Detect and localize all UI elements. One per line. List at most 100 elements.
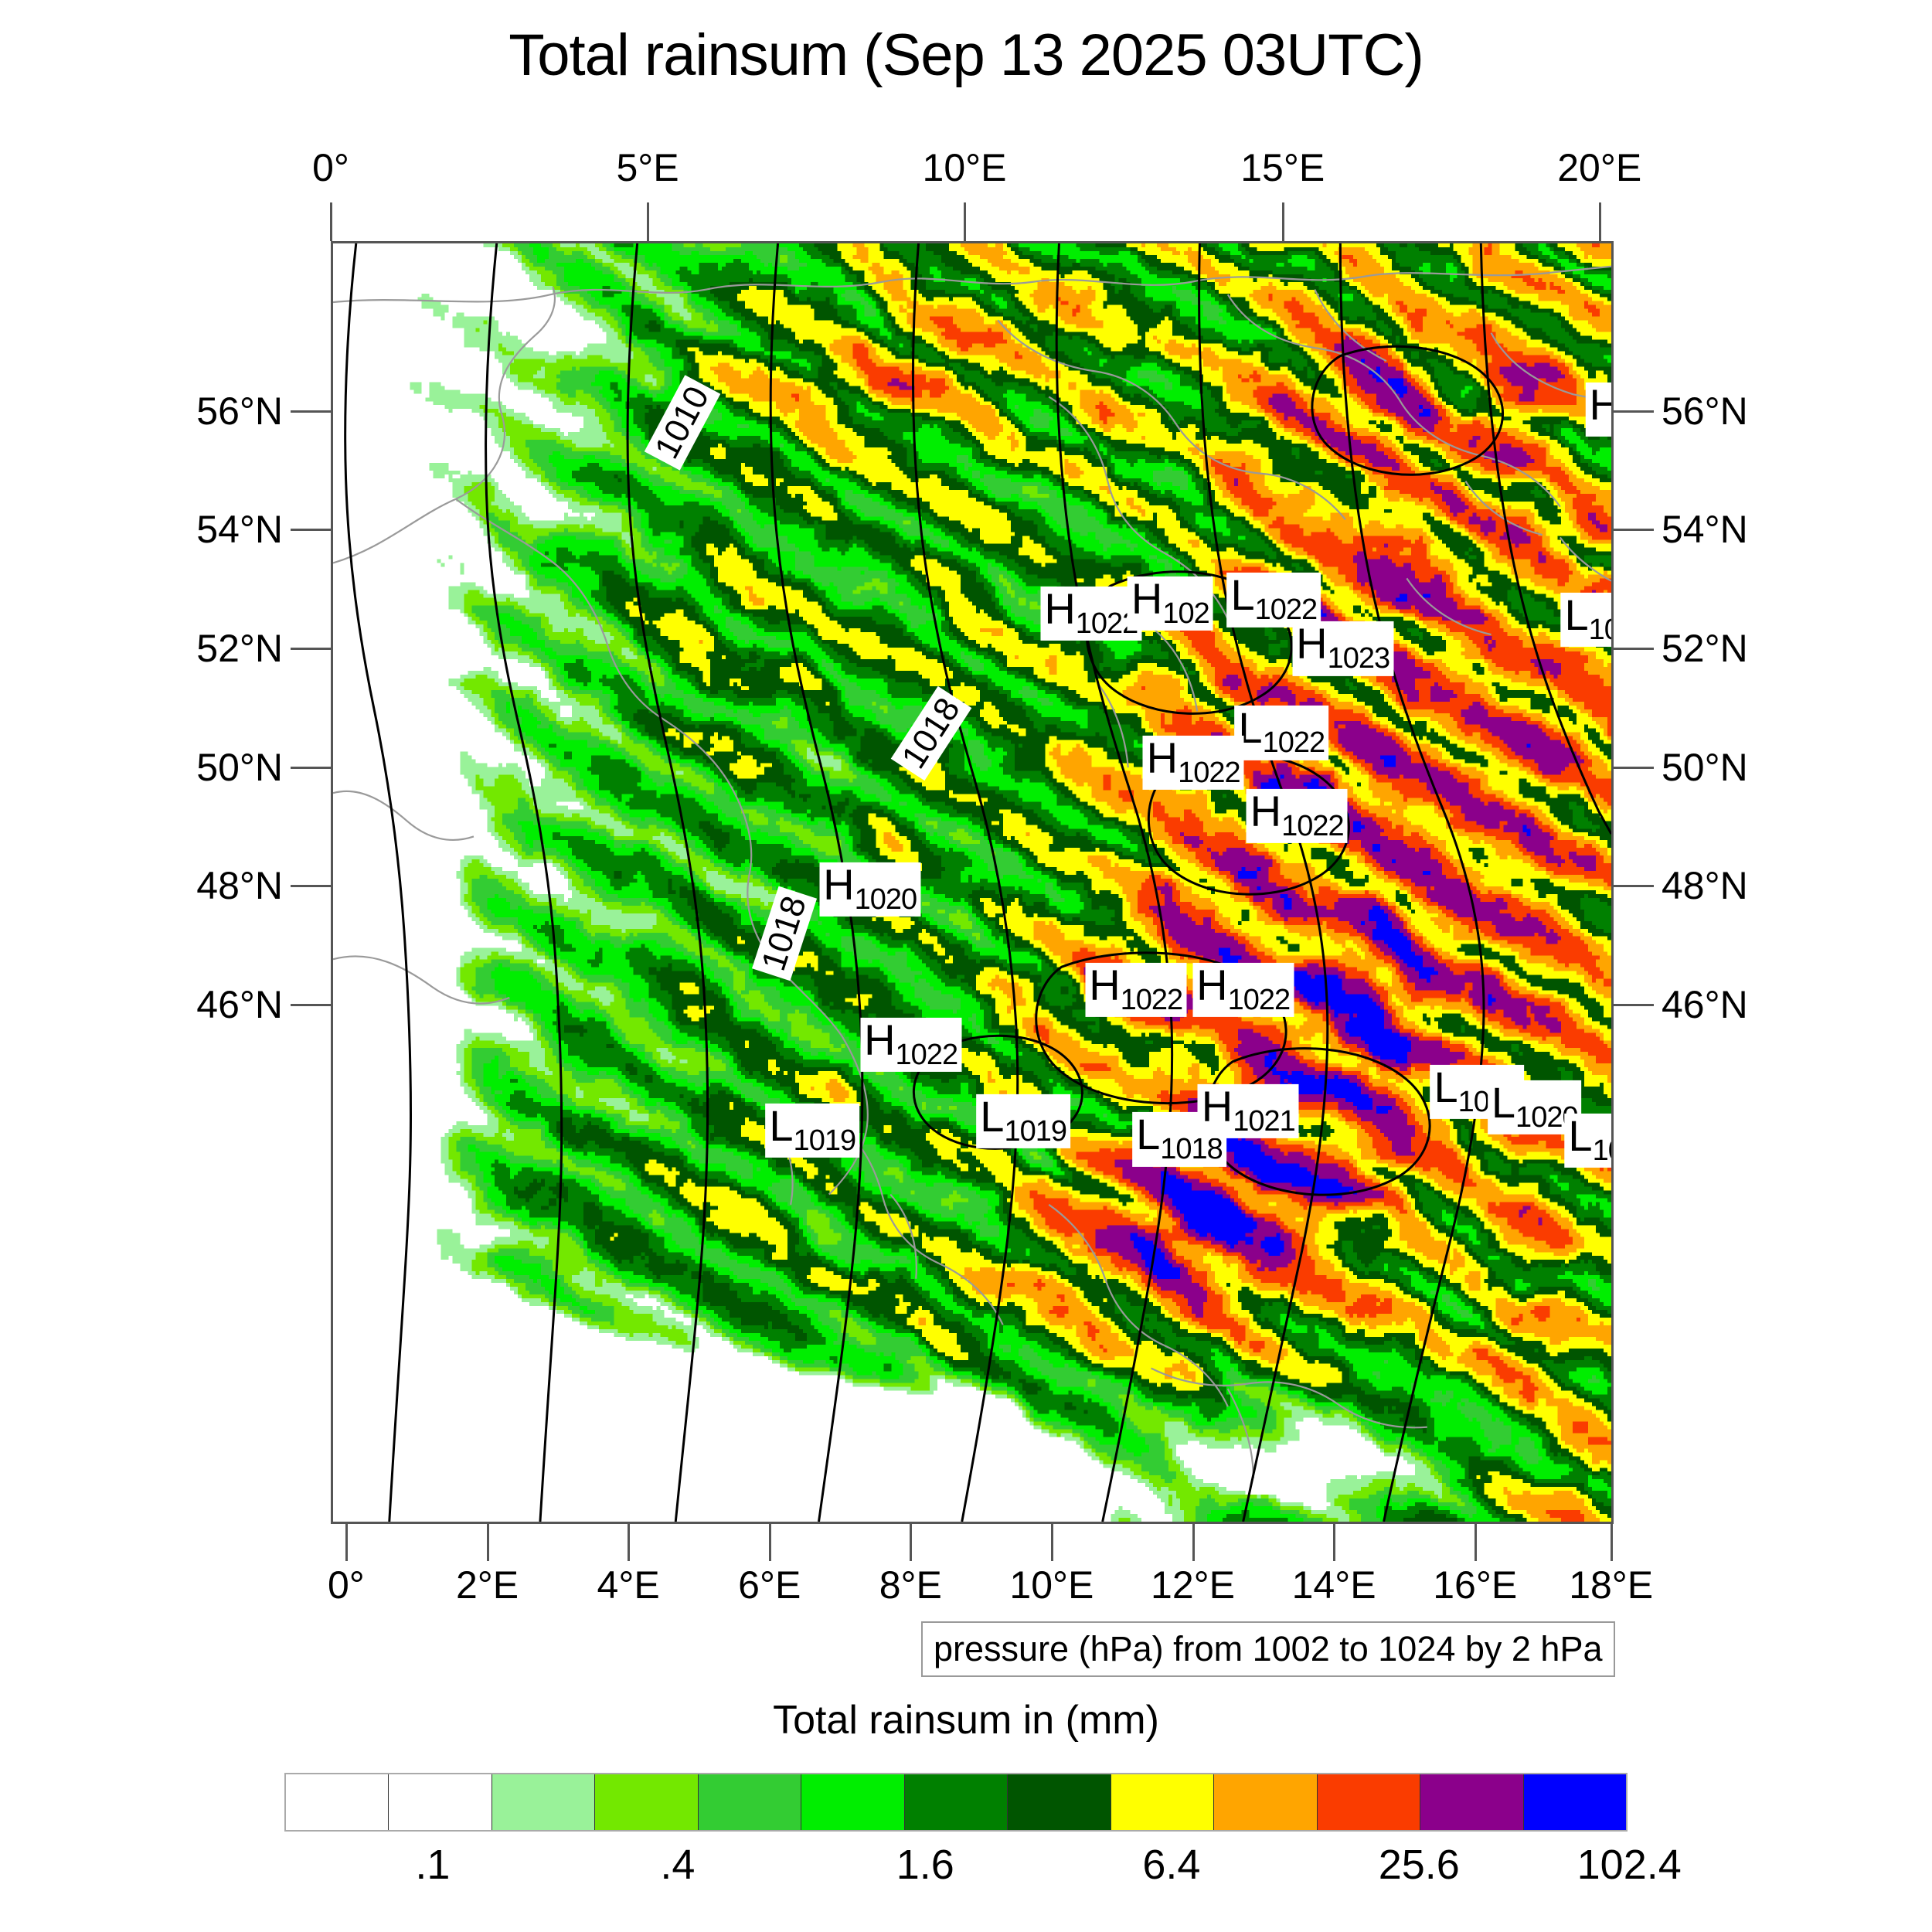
axis-top-tick bbox=[330, 202, 332, 241]
axis-bottom-label: 10°E bbox=[1009, 1563, 1094, 1607]
colorbar[interactable] bbox=[284, 1773, 1628, 1832]
axis-bottom-label: 16°E bbox=[1433, 1563, 1518, 1607]
axis-bottom-tick bbox=[1192, 1524, 1195, 1561]
pressure-low-marker: L1022 bbox=[1226, 573, 1321, 628]
pressure-marker-kind: H bbox=[864, 1015, 896, 1064]
colorbar-segment[interactable] bbox=[1008, 1774, 1111, 1830]
pressure-marker-value: 10 bbox=[1592, 1134, 1611, 1168]
axis-bottom-tick bbox=[486, 1524, 489, 1561]
pressure-marker-value: 1022 bbox=[895, 1039, 959, 1072]
pressure-marker-value: 102 bbox=[1162, 597, 1209, 631]
pressure-marker-value: 1021 bbox=[1233, 1105, 1296, 1138]
axis-left-label: 48°N bbox=[196, 864, 283, 908]
coastline bbox=[1315, 290, 1386, 362]
colorbar-segment[interactable] bbox=[1111, 1774, 1215, 1830]
axis-right-label: 54°N bbox=[1662, 508, 1748, 552]
pressure-marker-value: 1022 bbox=[1227, 984, 1291, 1017]
pressure-marker-kind: H bbox=[1131, 574, 1163, 623]
isobar bbox=[1056, 243, 1172, 1522]
pressure-marker-kind: L bbox=[1491, 1078, 1516, 1127]
colorbar-segment[interactable] bbox=[1420, 1774, 1524, 1830]
axis-left-label: 50°N bbox=[196, 745, 283, 789]
colorbar-segment[interactable] bbox=[904, 1774, 1009, 1830]
pressure-marker-kind: H bbox=[1044, 583, 1076, 633]
colorbar-segment[interactable] bbox=[801, 1774, 905, 1830]
colorbar-segment[interactable] bbox=[1214, 1774, 1318, 1830]
axis-right-tick bbox=[1614, 1003, 1654, 1006]
coastline bbox=[1228, 294, 1400, 400]
coastline bbox=[1560, 537, 1611, 580]
colorbar-segment[interactable] bbox=[492, 1774, 596, 1830]
colorbar-segment[interactable] bbox=[286, 1774, 389, 1830]
isobar bbox=[486, 243, 562, 1522]
pressure-high-marker: H1022 bbox=[1040, 583, 1142, 641]
isobar bbox=[1481, 243, 1611, 834]
pressure-marker-value: 10 bbox=[1588, 614, 1611, 647]
colorbar-tick-label: 1.6 bbox=[896, 1842, 954, 1888]
pressure-high-marker: H102 bbox=[1127, 574, 1213, 631]
page-title: Total rainsum (Sep 13 2025 03UTC) bbox=[509, 22, 1424, 88]
coastline bbox=[1406, 578, 1491, 634]
axis-top-tick bbox=[1281, 202, 1284, 241]
coastline bbox=[1164, 1345, 1228, 1406]
axis-bottom-tick bbox=[345, 1524, 348, 1561]
map-plot-area[interactable]: H1022 H102 L1022 H1023 L1022 H1022 H1022 H1020 H… bbox=[331, 241, 1614, 1524]
axis-bottom-label: 6°E bbox=[738, 1563, 801, 1607]
colorbar-segment[interactable] bbox=[1523, 1774, 1627, 1830]
axis-left-tick bbox=[291, 766, 331, 769]
coastline-and-isobar-overlay bbox=[333, 243, 1611, 1522]
pressure-marker-value: 1022 bbox=[1254, 594, 1318, 627]
pressure-marker-kind: H bbox=[1589, 380, 1611, 429]
pressure-marker-value: 1019 bbox=[1004, 1115, 1067, 1148]
axis-top-tick bbox=[1598, 202, 1601, 241]
axis-top-tick bbox=[647, 202, 650, 241]
colorbar-segment[interactable] bbox=[1317, 1774, 1421, 1830]
pressure-low-marker: L1019 bbox=[765, 1100, 860, 1158]
axis-bottom-tick bbox=[910, 1524, 913, 1561]
axis-bottom-tick bbox=[1050, 1524, 1053, 1561]
pressure-marker-kind: H bbox=[1146, 733, 1179, 782]
pressure-marker-value: 1022 bbox=[1281, 809, 1345, 842]
coastline bbox=[1338, 1404, 1427, 1427]
coastline bbox=[333, 287, 555, 563]
coastline bbox=[998, 320, 1177, 425]
axis-right-tick bbox=[1614, 410, 1654, 413]
coastline bbox=[1151, 627, 1198, 711]
colorbar-tick-label: .1 bbox=[415, 1842, 451, 1888]
precipitation-raster bbox=[333, 243, 1611, 1522]
coastline bbox=[939, 1264, 1003, 1325]
colorbar-tick-label: 25.6 bbox=[1378, 1842, 1460, 1888]
pressure-high-marker: H1022 bbox=[1192, 962, 1294, 1018]
axis-bottom-label: 14°E bbox=[1291, 1563, 1376, 1607]
colorbar-segment[interactable] bbox=[595, 1774, 699, 1830]
pressure-marker-kind: L bbox=[769, 1100, 794, 1150]
pressure-marker-kind: L bbox=[1564, 590, 1589, 639]
coastline bbox=[1049, 1205, 1164, 1345]
pressure-legend-box: pressure (hPa) from 1002 to 1024 by 2 hP… bbox=[921, 1621, 1615, 1677]
pressure-marker-value: 1022 bbox=[1178, 756, 1241, 789]
isobar-closed bbox=[1148, 753, 1349, 894]
colorbar-tick-label: 102.4 bbox=[1577, 1842, 1682, 1888]
colorbar-title: Total rainsum in (mm) bbox=[773, 1698, 1159, 1743]
axis-right-tick bbox=[1614, 766, 1654, 769]
axis-left-tick bbox=[291, 410, 331, 413]
axis-bottom-label: 4°E bbox=[597, 1563, 660, 1607]
axis-left-label: 46°N bbox=[196, 982, 283, 1026]
coastline bbox=[1465, 481, 1542, 535]
axis-right-tick bbox=[1614, 648, 1654, 651]
colorbar-tick-label: .4 bbox=[660, 1842, 696, 1888]
pressure-marker-kind: H bbox=[1089, 960, 1121, 1009]
colorbar-segment[interactable] bbox=[698, 1774, 802, 1830]
pressure-low-marker: L1022 bbox=[1234, 706, 1329, 760]
pressure-marker-value: 1019 bbox=[793, 1124, 857, 1157]
pressure-marker-kind: L bbox=[980, 1092, 1005, 1141]
isobar-closed bbox=[1312, 346, 1503, 474]
pressure-marker-value: 1023 bbox=[1327, 642, 1391, 675]
colorbar-tick-label: 6.4 bbox=[1142, 1842, 1201, 1888]
axis-top-label: 0° bbox=[312, 146, 349, 189]
coastline bbox=[333, 791, 474, 840]
axis-left-tick bbox=[291, 529, 331, 532]
axis-bottom-label: 12°E bbox=[1151, 1563, 1235, 1607]
colorbar-segment[interactable] bbox=[389, 1774, 492, 1830]
isobar bbox=[345, 243, 411, 1522]
